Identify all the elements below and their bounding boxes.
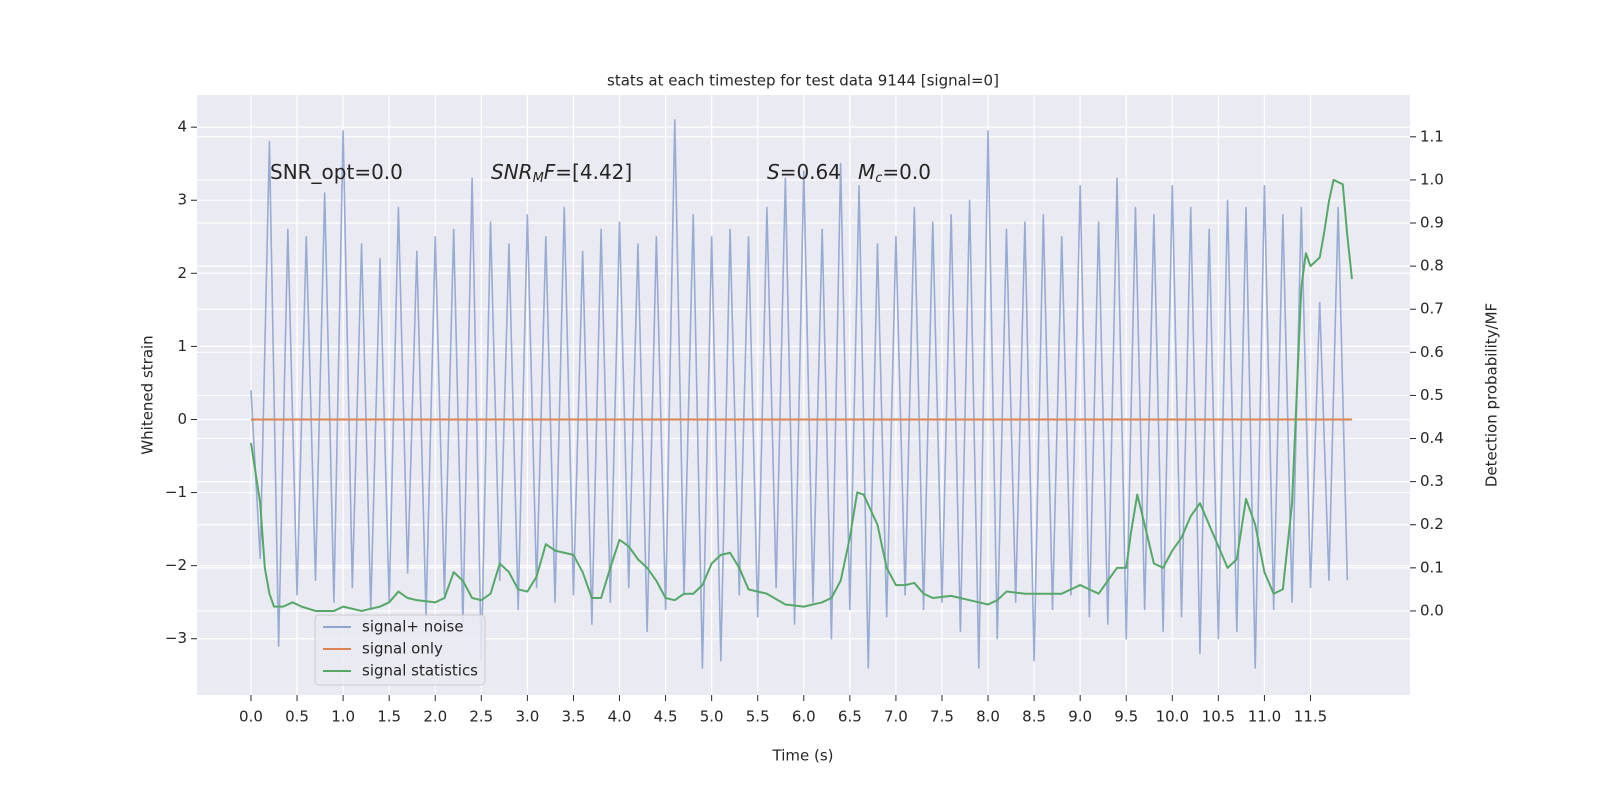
y2-tick-label: 0.3 — [1420, 472, 1444, 490]
annotation: SNR_opt=0.0 — [270, 160, 403, 184]
x-tick-label: 9.5 — [1114, 708, 1138, 726]
series-line — [250, 178, 1353, 612]
annotation-part: M — [533, 171, 544, 186]
x-tick-label: 5.5 — [746, 708, 770, 726]
series-line — [250, 119, 1349, 669]
y-tick-label: 0 — [177, 410, 187, 428]
x-tick-label: 9.0 — [1068, 708, 1092, 726]
y2-tick-label: 0.7 — [1420, 300, 1444, 318]
annotation: S=0.64 — [767, 160, 841, 184]
x-tick-label: 11.5 — [1294, 708, 1327, 726]
y2-tick-label: 1.1 — [1420, 127, 1444, 145]
annotation-part: =[4.42] — [555, 160, 632, 184]
annotation-part: =0.64 — [780, 160, 841, 184]
y-axis-label: Whitened strain — [139, 335, 157, 454]
y-tick-label: 3 — [177, 191, 187, 209]
x-tick-label: 4.5 — [654, 708, 678, 726]
x-tick-label: 3.5 — [562, 708, 586, 726]
y2-tick-label: 0.6 — [1420, 343, 1444, 361]
annotation-part: F — [544, 160, 556, 184]
x-tick-label: 7.0 — [884, 708, 908, 726]
x-tick-label: 8.0 — [976, 708, 1000, 726]
x-tick-label: 2.5 — [469, 708, 493, 726]
x-tick-label: 1.5 — [377, 708, 401, 726]
x-tick-label: 6.5 — [838, 708, 862, 726]
x-axis-label: Time (s) — [772, 747, 834, 765]
y-tick-label: −1 — [165, 483, 187, 501]
y-tick-label: −2 — [165, 556, 187, 574]
x-tick-label: 8.5 — [1022, 708, 1046, 726]
legend-box — [314, 614, 486, 686]
y2-tick-label: 0.2 — [1420, 515, 1444, 533]
x-tick-label: 0.5 — [285, 708, 309, 726]
legend: signal+ noise signal only signal statistic… — [314, 614, 486, 686]
y2-axis-label: Detection probability/MF — [1483, 303, 1501, 487]
annotation-part: =0.0 — [882, 160, 931, 184]
y2-tick-label: 0.8 — [1420, 257, 1444, 275]
x-tick-label: 10.0 — [1156, 708, 1189, 726]
x-tick-label: 1.0 — [331, 708, 355, 726]
annotation-part: SNR — [491, 160, 533, 184]
legend-label: signal only — [362, 640, 443, 658]
annotation-part: SNR_opt=0.0 — [270, 160, 403, 184]
y2-tick-label: 0.5 — [1420, 386, 1444, 404]
annotation-part: S — [767, 160, 780, 184]
x-tick-label: 5.0 — [700, 708, 724, 726]
x-tick-label: 11.0 — [1248, 708, 1281, 726]
y2-tick-label: 1.0 — [1420, 170, 1444, 188]
y-tick-label: −3 — [165, 629, 187, 647]
x-tick-label: 6.0 — [792, 708, 816, 726]
y2-tick-label: 0.9 — [1420, 214, 1444, 232]
annotation-part: c — [875, 171, 882, 186]
x-tick-label: 7.5 — [930, 708, 954, 726]
annotation-part: M — [858, 160, 875, 184]
x-tick-label: 0.0 — [239, 708, 263, 726]
y2-tick-label: 0.0 — [1420, 601, 1444, 619]
grid — [197, 95, 1410, 695]
x-tick-label: 3.0 — [515, 708, 539, 726]
x-tick-label: 4.0 — [608, 708, 632, 726]
legend-label: signal+ noise — [362, 618, 464, 636]
y2-tick-label: 0.1 — [1420, 558, 1444, 576]
annotation: SNRMF=[4.42] — [491, 160, 632, 186]
y2-tick-label: 0.4 — [1420, 429, 1444, 447]
y-tick-label: 1 — [177, 337, 187, 355]
legend-label: signal statistics — [362, 662, 478, 680]
x-tick-label: 2.0 — [423, 708, 447, 726]
annotation: Mc=0.0 — [858, 160, 931, 186]
chart-title: stats at each timestep for test data 914… — [607, 72, 999, 90]
y-tick-label: 4 — [177, 118, 187, 136]
y-tick-label: 2 — [177, 264, 187, 282]
x-tick-label: 10.5 — [1202, 708, 1235, 726]
